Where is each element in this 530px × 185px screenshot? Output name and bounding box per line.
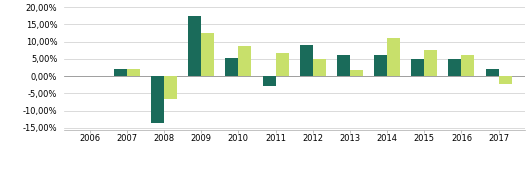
Bar bbox=[262, 76, 276, 86]
Bar bbox=[164, 76, 177, 98]
Bar bbox=[114, 69, 127, 76]
Bar bbox=[238, 46, 251, 76]
Bar bbox=[387, 38, 400, 76]
Bar bbox=[225, 58, 238, 76]
Bar bbox=[276, 53, 288, 76]
Bar bbox=[313, 59, 326, 76]
Bar bbox=[188, 16, 201, 76]
Bar bbox=[151, 76, 164, 123]
Legend: Fondo valuta base, Benchmark valuta base: Fondo valuta base, Benchmark valuta base bbox=[179, 181, 409, 185]
Bar bbox=[499, 76, 511, 84]
Bar bbox=[485, 69, 499, 76]
Bar bbox=[127, 69, 140, 76]
Bar bbox=[350, 70, 363, 76]
Bar bbox=[300, 45, 313, 76]
Bar bbox=[462, 56, 474, 76]
Bar bbox=[448, 59, 462, 76]
Bar bbox=[411, 59, 425, 76]
Bar bbox=[374, 55, 387, 76]
Bar bbox=[337, 56, 350, 76]
Bar bbox=[425, 50, 437, 76]
Bar bbox=[201, 33, 214, 76]
